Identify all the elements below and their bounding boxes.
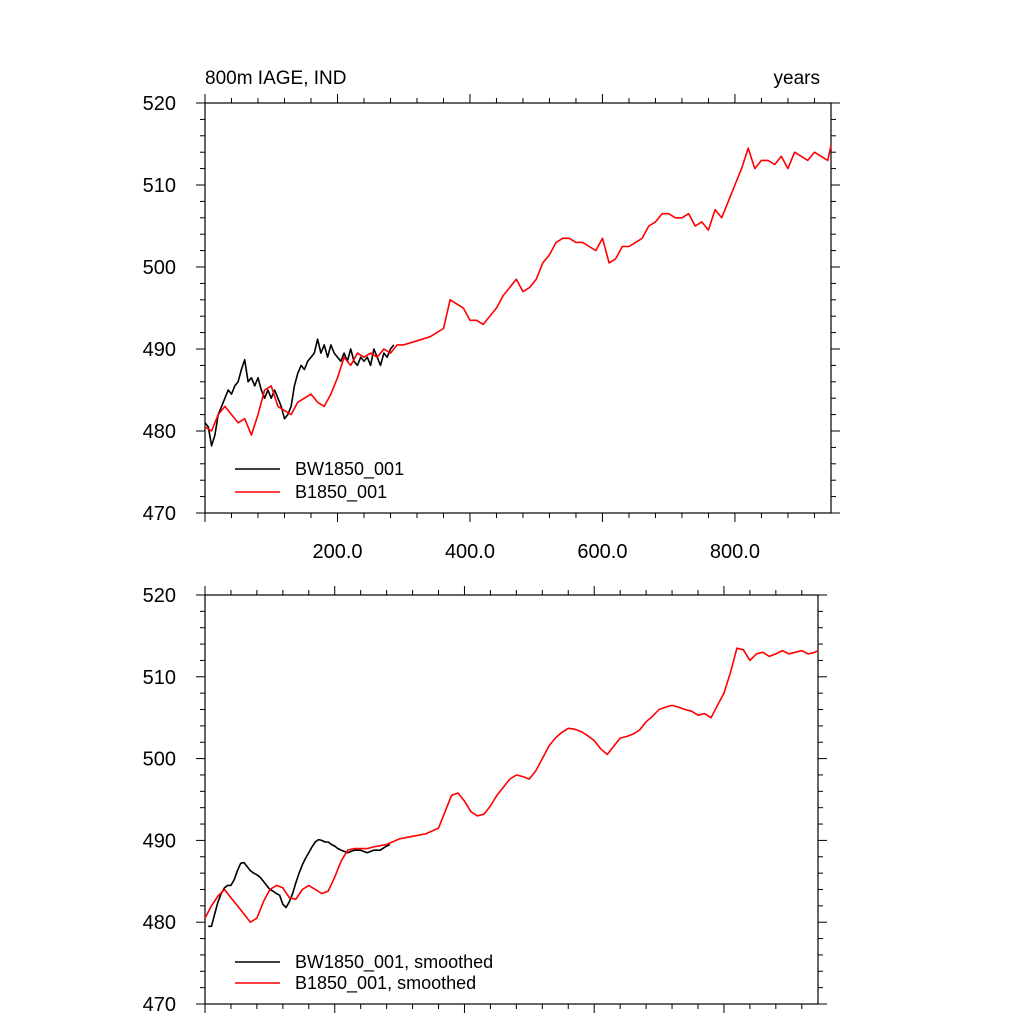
legend-label: B1850_001, smoothed	[295, 973, 476, 994]
y-tick-label: 490	[143, 339, 176, 361]
chart-top: 800m IAGE, IND years 470 480 490 500 510 520 2…	[143, 68, 840, 563]
y-tick-label: 520	[143, 93, 176, 115]
y-tick-label: 490	[143, 830, 176, 852]
y-tick-label: 510	[143, 175, 176, 197]
y-tick-label: 470	[143, 503, 176, 525]
y-tick-label: 480	[143, 912, 176, 934]
x-tick-label: 600.0	[577, 541, 627, 563]
series-line-bw1850	[208, 838, 391, 928]
y-tick-label: 510	[143, 667, 176, 689]
x-tick-label: 800.0	[710, 541, 760, 563]
y-tick-label: 520	[143, 585, 176, 607]
x-tick-label: 200.0	[312, 541, 362, 563]
y-tick-label: 500	[143, 749, 176, 771]
x-tick-label: 400.0	[445, 541, 495, 563]
series-line-b1850	[204, 647, 819, 924]
y-tick-label: 470	[143, 994, 176, 1016]
legend-label: B1850_001	[295, 482, 387, 503]
series-line-b1850	[204, 145, 832, 436]
plot-frame	[204, 102, 832, 514]
legend-label: BW1850_001	[295, 459, 404, 480]
series-line-bw1850	[204, 338, 395, 447]
plot-frame	[204, 594, 819, 1005]
y-tick-label: 480	[143, 421, 176, 443]
y-tick-label: 500	[143, 257, 176, 279]
chart-bottom: 470 480 490 500 510 520 BW1850_001, smoothedB1…	[143, 585, 827, 1016]
chart-title-right: years	[774, 68, 820, 89]
legend-label: BW1850_001, smoothed	[295, 952, 493, 973]
chart-title-left: 800m IAGE, IND	[205, 68, 347, 89]
